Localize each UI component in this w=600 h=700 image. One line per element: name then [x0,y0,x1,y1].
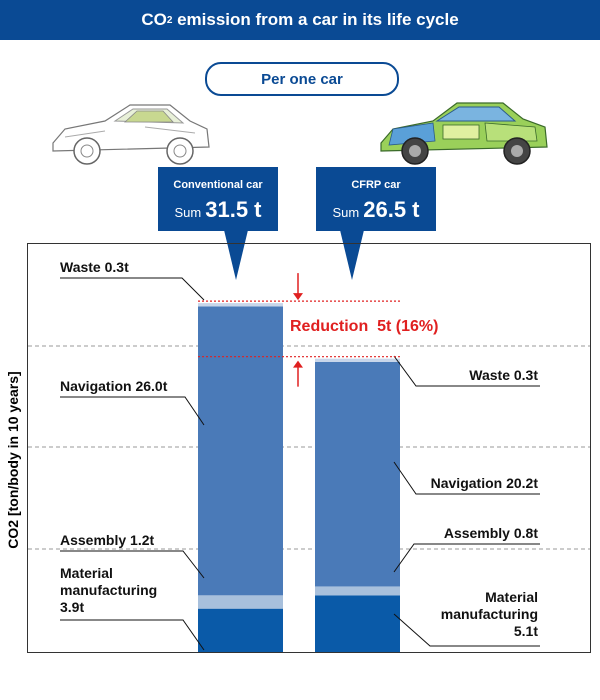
label-cfrp-navigation: Navigation 20.2t [430,475,538,491]
bar-cfrp-waste [315,358,400,362]
label-conventional-material-line1: Material [60,565,113,581]
leader-conventional-assembly [60,550,205,579]
leader-cfrp-navigation [393,461,540,495]
cfrp-sum-value: 26.5 t [363,197,420,222]
leader-cfrp-waste [393,355,540,387]
cfrp-callout: CFRP car Sum 26.5 t [316,167,436,231]
title-rest: emission from a car in its life cycle [172,10,459,29]
bar-cfrp-navigation [315,362,400,587]
bar-conventional-waste [198,303,283,307]
label-cfrp-waste: Waste 0.3t [469,367,538,383]
conventional-sum-value: 31.5 t [205,197,262,222]
reduction-arrow-down-head [293,293,303,301]
leader-conventional-waste [60,277,205,301]
leader-cfrp-material [393,613,540,647]
label-cfrp-assembly: Assembly 0.8t [443,525,538,541]
bar-cfrp-material [315,595,400,652]
title-co: CO [141,10,167,29]
conventional-sum-prefix: Sum [174,205,202,220]
label-cfrp-material: Material manufacturing 5.1t [441,589,538,640]
conventional-callout: Conventional car Sum 31.5 t [158,167,278,231]
label-conventional-material-line2: manufacturing [60,582,158,598]
bar-conventional-material [198,608,283,652]
label-cfrp-material-line3: 5.1t [513,623,538,639]
reduction-arrow-up-head [293,360,303,368]
label-conventional-assembly: Assembly 1.2t [60,532,155,548]
leader-conventional-navigation [60,396,205,426]
bar-cfrp-assembly [315,586,400,596]
conventional-sum: Sum 31.5 t [158,197,278,223]
cfrp-sum: Sum 26.5 t [316,197,436,223]
conventional-car-illustration [52,104,210,165]
label-cfrp-material-line2: manufacturing [440,606,538,622]
label-conventional-waste: Waste 0.3t [60,259,129,275]
cfrp-car-illustration [380,102,548,165]
per-car-badge: Per one car [205,62,399,96]
leader-cfrp-assembly [393,543,540,573]
cfrp-callout-pointer [340,230,364,280]
title-subscript: 2 [166,14,173,26]
label-conventional-material: Material manufacturing 3.9t [60,565,157,616]
conventional-callout-name: Conventional car [173,179,263,191]
reduction-annotation: Reduction 5t (16%) [290,318,439,335]
label-conventional-navigation: Navigation 26.0t [60,378,168,394]
label-cfrp-material-line1: Material [485,589,538,605]
chart-title: CO 2 emission from a car in its life cycl… [0,0,600,40]
bar-conventional-assembly [198,595,283,609]
leader-conventional-material [60,619,205,651]
bar-conventional-navigation [198,306,283,596]
label-conventional-material-line3: 3.9t [60,599,85,615]
chart-frame [27,243,591,653]
cfrp-callout-name: CFRP car [351,179,401,191]
cfrp-sum-prefix: Sum [332,205,360,220]
conventional-callout-pointer [224,230,248,280]
